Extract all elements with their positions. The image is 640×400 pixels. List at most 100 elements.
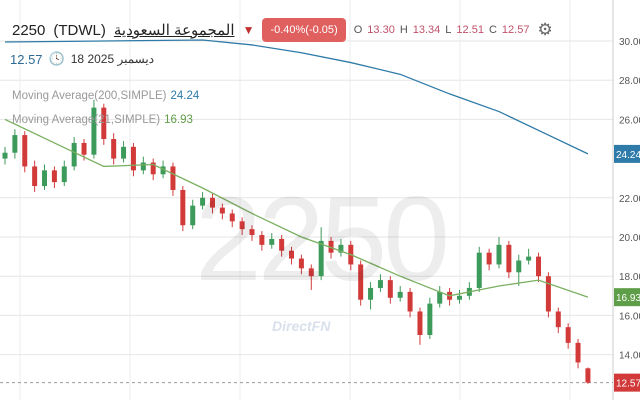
candle-body [170,166,176,190]
candle-body [387,280,393,298]
candle-body [427,303,433,335]
candle-body [12,135,18,153]
candle-body [407,291,413,312]
candle-body [259,235,265,245]
low-label: L [445,24,452,36]
ma200-line [4,39,589,155]
candle-body [51,170,57,183]
symbol-code: 2250 [12,21,46,39]
candle-body [101,107,107,139]
candle-body [61,166,67,183]
candle-body [269,238,275,245]
y-tick-label: 16.00 [619,311,640,322]
ohlc-readout: O 13.30 H 13.34 L 12.51 C 12.57 [354,24,530,36]
gear-icon[interactable]: ⚙ [537,20,553,39]
price-label-box [614,288,640,307]
candle-body [219,207,225,214]
candle-body [437,291,443,304]
y-tick-label: 18.00 [619,272,640,283]
company-name[interactable]: المجموعة السعودية [113,22,235,39]
open-label: O [353,24,363,36]
ma21-value: 16.93 [164,114,193,126]
price-label: 16.93 [616,293,640,304]
candle-body [368,287,374,300]
candle-body [180,189,186,226]
ma21-label: Moving Average(21,SIMPLE) [12,114,161,126]
candle-body [249,229,255,236]
y-tick-label: 30.00 [619,37,640,48]
open-value: 13.30 [367,24,395,36]
candle-body [476,252,482,288]
ma200-label: Moving Average(200,SIMPLE) [12,90,167,102]
candle-body [71,142,77,167]
high-label: H [399,24,408,36]
candle-body [417,311,423,335]
candle-body [229,213,235,222]
ma200-value: 24.24 [170,90,200,102]
candle-body [42,170,48,187]
candle-body [456,295,462,300]
symbol-watermark: 2250 [195,172,450,306]
candle-body [190,205,196,226]
y-tick-label: 28.00 [619,76,640,87]
candle-body [516,260,522,273]
candle-body [209,197,215,208]
candle-body [338,244,344,253]
candle-body [545,276,551,312]
y-tick-label: 14.00 [619,351,640,362]
candle-body [328,240,334,253]
y-tick-label: 20.00 [619,233,640,244]
candle-body [22,135,28,167]
candle-body [536,256,542,277]
candle-body [496,244,502,265]
candle-body [506,244,512,273]
candle-body [565,327,571,343]
candle-body [150,162,156,175]
candle-body [298,258,304,269]
price-label-box [614,144,640,163]
candle-body [160,166,166,175]
y-tick-label: 26.00 [619,115,640,126]
candle-body [318,240,324,277]
candle-body [130,146,136,171]
candle-body [279,238,285,251]
candle-body [289,250,295,259]
down-arrow-icon: ▼ [242,23,255,37]
date-label: ديسمبر 2025 18 [70,52,155,66]
brand-watermark: DirectFN [272,318,331,334]
ma200-legend[interactable]: Moving Average(200,SIMPLE) 24.24 [12,90,199,102]
price-date-row: 12.57 🕓 ديسمبر 2025 18 [10,51,154,67]
ma21-legend[interactable]: Moving Average(21,SIMPLE) 16.93 [12,114,193,126]
exchange-code: (TDWL) [53,21,106,39]
candle-body [81,142,87,155]
candle-body [555,311,561,328]
high-value: 13.34 [412,24,441,36]
change-badge: -0.40%(-0.05) [262,18,346,42]
close-label: C [488,24,497,36]
candle-body [121,146,127,159]
candle-body [239,221,245,230]
candle-body [140,162,146,171]
candle-body [2,152,8,159]
candle-body [91,107,97,155]
candle-body [377,280,383,288]
candle-body [575,342,581,363]
price-label: 12.57 [616,379,640,390]
candle-body [200,197,206,206]
candle-body [397,291,403,298]
candle-body [585,368,591,383]
y-tick-label: 22.00 [619,194,640,205]
low-value: 12.51 [456,24,484,36]
close-value: 12.57 [501,24,530,36]
price-label: 24.24 [616,150,640,161]
candle-body [358,264,364,300]
last-price: 12.57 [10,51,43,67]
candle-body [111,139,117,159]
candle-body [32,166,38,187]
candle-body [486,252,492,265]
candle-body [526,256,532,261]
ma21-line [4,118,589,298]
candle-body [308,268,314,277]
clock-icon: 🕓 [48,51,65,66]
